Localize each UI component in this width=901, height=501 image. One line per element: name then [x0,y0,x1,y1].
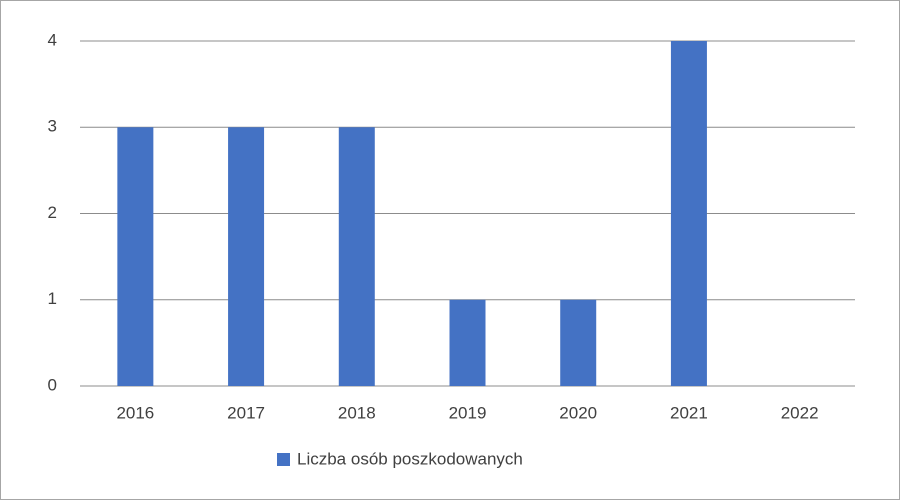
bar [338,127,375,386]
x-tick-label: 2017 [227,403,265,422]
bar [449,299,486,386]
y-tick-label: 4 [48,30,57,49]
x-tick-label: 2022 [781,403,819,422]
bar [228,127,265,386]
y-tick-label: 0 [48,375,57,394]
legend-swatch [277,453,290,466]
y-tick-label: 3 [48,117,57,136]
bar [670,41,707,386]
y-tick-label: 2 [48,203,57,222]
x-tick-label: 2020 [559,403,597,422]
y-tick-label: 1 [48,289,57,308]
bar [560,299,597,386]
x-tick-label: 2019 [449,403,487,422]
legend-label: Liczba osób poszkodowanych [297,449,523,468]
x-tick-label: 2018 [338,403,376,422]
bar [117,127,154,386]
x-tick-label: 2021 [670,403,708,422]
x-tick-label: 2016 [116,403,154,422]
